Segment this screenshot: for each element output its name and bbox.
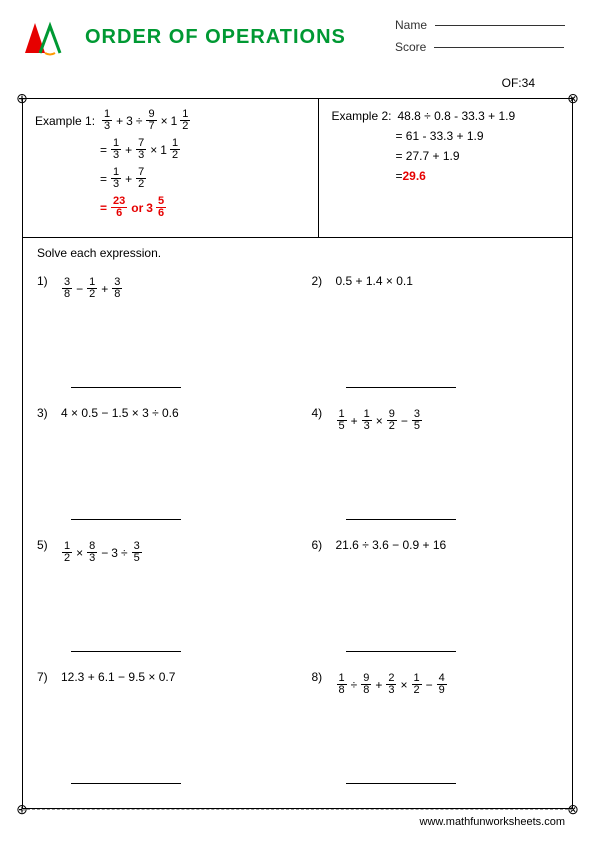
problem-expression: 38−12+38 xyxy=(61,277,123,300)
answer-line[interactable] xyxy=(346,783,456,784)
of-label: OF:34 xyxy=(0,76,595,90)
example-answer: = 29.6 xyxy=(395,169,560,183)
problem: 8)18÷98+23×12−49 xyxy=(298,666,573,798)
problems-grid: 1)38−12+382)0.5 + 1.4 × 0.13)4 × 0.5 − 1… xyxy=(23,266,572,808)
answer-line[interactable] xyxy=(346,651,456,652)
problem-number: 2) xyxy=(312,274,336,288)
score-label: Score xyxy=(395,40,426,54)
example-label: Example 1: xyxy=(35,114,95,128)
name-line[interactable] xyxy=(435,25,565,26)
problem: 5)12×83−3÷35 xyxy=(23,534,298,666)
examples-row: Example 1: 13 + 3 ÷ 97 × 112 = 13 + 73 ×… xyxy=(23,99,572,238)
problem-expression: 18÷98+23×12−49 xyxy=(336,673,448,696)
answer-line[interactable] xyxy=(71,519,181,520)
problem-number: 5) xyxy=(37,538,61,552)
main-frame: ⊕ ⊗ ⊕ ⊗ Example 1: 13 + 3 ÷ 97 × 112 = 1… xyxy=(22,98,573,809)
page-title: ORDER OF OPERATIONS xyxy=(85,26,346,49)
example-2: Example 2: 48.8 ÷ 0.8 - 33.3 + 1.9 = 61 … xyxy=(319,99,572,237)
problem-number: 7) xyxy=(37,670,61,684)
problem-expression: 15+13×92−35 xyxy=(336,409,424,432)
problem-number: 1) xyxy=(37,274,61,288)
example-1: Example 1: 13 + 3 ÷ 97 × 112 = 13 + 73 ×… xyxy=(23,99,319,237)
name-label: Name xyxy=(395,18,427,32)
dotted-separator xyxy=(22,809,573,810)
footer-url: www.mathfunworksheets.com xyxy=(420,816,566,828)
problem-expression: 21.6 ÷ 3.6 − 0.9 + 16 xyxy=(336,538,447,552)
worksheet-header: ORDER OF OPERATIONS Name Score xyxy=(0,0,595,72)
problem-number: 4) xyxy=(312,406,336,420)
problem: 4)15+13×92−35 xyxy=(298,402,573,534)
name-score-block: Name Score xyxy=(395,18,565,62)
answer-line[interactable] xyxy=(346,519,456,520)
answer-line[interactable] xyxy=(346,387,456,388)
corner-icon: ⊗ xyxy=(566,91,580,105)
example-label: Example 2: xyxy=(331,109,391,123)
example-answer: = 236 or 356 xyxy=(97,196,306,219)
problem: 6)21.6 ÷ 3.6 − 0.9 + 16 xyxy=(298,534,573,666)
problem-number: 6) xyxy=(312,538,336,552)
problem-expression: 0.5 + 1.4 × 0.1 xyxy=(336,274,413,288)
answer-line[interactable] xyxy=(71,651,181,652)
problem-expression: 12.3 + 6.1 − 9.5 × 0.7 xyxy=(61,670,175,684)
problem: 1)38−12+38 xyxy=(23,270,298,402)
instruction-text: Solve each expression. xyxy=(23,238,572,266)
problem-expression: 12×83−3÷35 xyxy=(61,541,143,564)
problem-number: 3) xyxy=(37,406,61,420)
problem-number: 8) xyxy=(312,670,336,684)
problem: 7)12.3 + 6.1 − 9.5 × 0.7 xyxy=(23,666,298,798)
answer-line[interactable] xyxy=(71,783,181,784)
answer-line[interactable] xyxy=(71,387,181,388)
problem: 3)4 × 0.5 − 1.5 × 3 ÷ 0.6 xyxy=(23,402,298,534)
corner-icon: ⊕ xyxy=(15,91,29,105)
logo xyxy=(20,18,70,58)
score-line[interactable] xyxy=(434,47,564,48)
problem: 2)0.5 + 1.4 × 0.1 xyxy=(298,270,573,402)
problem-expression: 4 × 0.5 − 1.5 × 3 ÷ 0.6 xyxy=(61,406,179,420)
